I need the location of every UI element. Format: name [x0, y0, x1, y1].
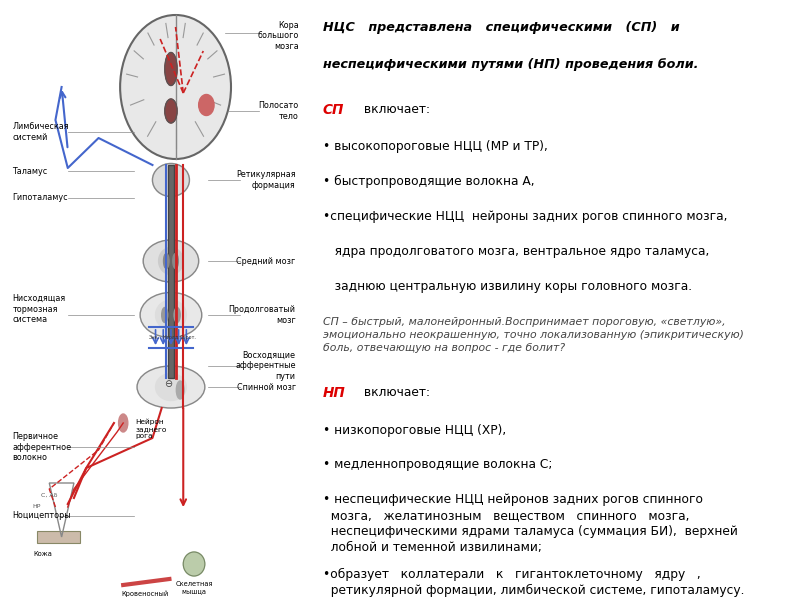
Text: включает:: включает:: [360, 386, 430, 400]
Ellipse shape: [183, 552, 205, 576]
Text: Спинной мозг: Спинной мозг: [237, 383, 296, 391]
Text: Кровеносный: Кровеносный: [121, 590, 168, 597]
Text: НП: НП: [322, 386, 346, 400]
Text: включает:: включает:: [360, 103, 430, 116]
Text: неспецифическими путями (НП) проведения боли.: неспецифическими путями (НП) проведения …: [322, 58, 698, 71]
Text: Восходящие
афферентные
пути: Восходящие афферентные пути: [235, 351, 296, 381]
Ellipse shape: [165, 99, 177, 123]
Text: Норад.: Норад.: [162, 335, 180, 340]
Ellipse shape: [174, 307, 180, 323]
Ellipse shape: [162, 307, 168, 323]
Ellipse shape: [140, 292, 202, 337]
Text: СП: СП: [322, 103, 344, 117]
Text: • неспецифические НЦЦ нейронов задних рогов спинного
  мозга,   желатинозным   в: • неспецифические НЦЦ нейронов задних ро…: [322, 493, 738, 554]
Text: СП – быстрый, малонейронный.Воспринимает пороговую, «светлую»,
эмоционально неок: СП – быстрый, малонейронный.Воспринимает…: [322, 317, 744, 353]
Text: Продолговатый
мозг: Продолговатый мозг: [229, 305, 296, 325]
Text: Кожа: Кожа: [34, 551, 53, 557]
Text: Ноцицепторы: Ноцицепторы: [12, 511, 71, 520]
Text: ⊖: ⊖: [164, 379, 172, 389]
Text: ядра продолговатого мозга, вентральное ядро таламуса,: ядра продолговатого мозга, вентральное я…: [322, 245, 709, 258]
Text: Ретикулярная
формация: Ретикулярная формация: [236, 170, 296, 190]
Text: • высокопороговые НЦЦ (МР и ТР),: • высокопороговые НЦЦ (МР и ТР),: [322, 140, 548, 154]
Text: Серот.: Серот.: [179, 335, 196, 340]
Text: • медленнопроводящие волокна С;: • медленнопроводящие волокна С;: [322, 458, 552, 472]
Ellipse shape: [118, 414, 128, 432]
FancyBboxPatch shape: [37, 531, 80, 543]
Ellipse shape: [153, 163, 190, 196]
Ellipse shape: [155, 373, 186, 401]
Ellipse shape: [155, 300, 186, 330]
Ellipse shape: [163, 254, 169, 269]
Text: Гипоталамус: Гипоталамус: [12, 193, 68, 202]
Text: Нисходящая
тормозная
система: Нисходящая тормозная система: [12, 294, 66, 324]
FancyBboxPatch shape: [167, 165, 174, 378]
Ellipse shape: [165, 52, 177, 85]
Text: Кора
большого
мозга: Кора большого мозга: [258, 21, 298, 51]
Text: Полосато
тело: Полосато тело: [258, 101, 298, 121]
Text: • низкопороговые НЦЦ (ХР),: • низкопороговые НЦЦ (ХР),: [322, 424, 506, 437]
Ellipse shape: [158, 248, 183, 275]
Text: Средний мозг: Средний мозг: [237, 257, 296, 265]
Text: C, Aδ: C, Aδ: [41, 493, 58, 497]
Text: • быстропроводящие волокна А,: • быстропроводящие волокна А,: [322, 175, 534, 188]
Text: Нейрон
заднего
рога: Нейрон заднего рога: [135, 419, 167, 439]
Text: заднюю центральную извилину коры головного мозга.: заднюю центральную извилину коры головно…: [322, 280, 692, 293]
Ellipse shape: [120, 15, 231, 159]
Ellipse shape: [198, 94, 214, 115]
Text: •образует   коллатерали   к   гигантоклеточному   ядру   ,
  ретикулярной формац: •образует коллатерали к гигантоклеточном…: [322, 568, 744, 598]
Ellipse shape: [143, 240, 198, 282]
Ellipse shape: [173, 254, 178, 269]
Text: НР: НР: [33, 505, 41, 509]
Text: Первичное
афферентное
волокно: Первичное афферентное волокно: [12, 432, 71, 462]
Text: Энк.: Энк.: [149, 335, 159, 340]
Text: НЦС   представлена   специфическими   (СП)   и: НЦС представлена специфическими (СП) и: [322, 21, 679, 34]
Ellipse shape: [137, 366, 205, 408]
Text: Таламус: Таламус: [12, 166, 47, 175]
Ellipse shape: [176, 381, 184, 399]
Text: Лимбическая
системй: Лимбическая системй: [12, 122, 69, 142]
Text: •специфические НЦЦ  нейроны задних рогов спинного мозга,: •специфические НЦЦ нейроны задних рогов …: [322, 210, 727, 223]
Text: Скелетная
мышца: Скелетная мышца: [175, 581, 213, 594]
